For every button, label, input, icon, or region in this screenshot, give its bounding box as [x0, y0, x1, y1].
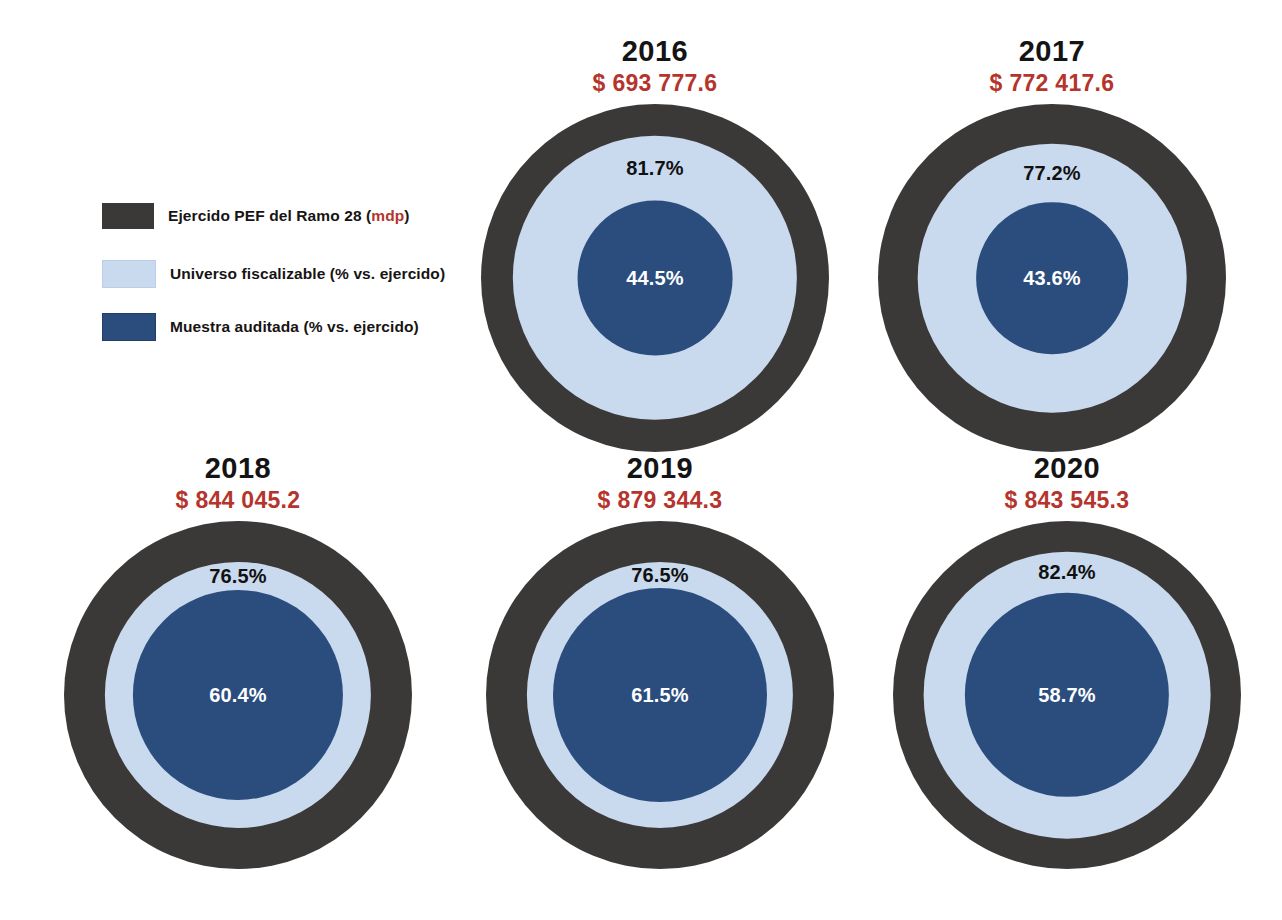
muestra-pct-label: 43.6%: [878, 265, 1226, 291]
chart-year-label: 2016: [481, 34, 829, 68]
muestra-color-swatch: [102, 313, 156, 341]
chart-year-label: 2019: [486, 451, 834, 485]
legend-label-ejercido-unit: mdp: [371, 207, 404, 224]
chart-amount-label: $ 844 045.2: [64, 485, 412, 515]
legend-item-ejercido: Ejercido PEF del Ramo 28 (mdp): [102, 203, 410, 229]
muestra-pct-label: 61.5%: [486, 682, 834, 708]
chart-circles: 82.4% 58.7%: [893, 521, 1241, 869]
universo-pct-label: 76.5%: [64, 563, 412, 589]
chart-circles: 81.7% 44.5%: [481, 104, 829, 452]
muestra-pct-label: 60.4%: [64, 682, 412, 708]
muestra-pct-label: 58.7%: [893, 682, 1241, 708]
legend-label-ejercido: Ejercido PEF del Ramo 28 (mdp): [168, 207, 410, 225]
universo-color-swatch: [102, 260, 156, 288]
universo-pct-label: 76.5%: [486, 562, 834, 588]
universo-pct-label: 82.4%: [893, 559, 1241, 585]
chart-year-label: 2020: [893, 451, 1241, 485]
chart-amount-label: $ 879 344.3: [486, 485, 834, 515]
universo-pct-label: 77.2%: [878, 160, 1226, 186]
year-chart-2020: 2020 $ 843 545.3 82.4% 58.7%: [893, 451, 1241, 869]
year-chart-2017: 2017 $ 772 417.6 77.2% 43.6%: [878, 34, 1226, 452]
legend-label-universo: Universo fiscalizable (% vs. ejercido): [170, 265, 445, 283]
chart-amount-label: $ 693 777.6: [481, 68, 829, 98]
legend-label-ejercido-prefix: Ejercido PEF del Ramo 28 (: [168, 207, 371, 224]
legend-item-universo: Universo fiscalizable (% vs. ejercido): [102, 261, 445, 287]
chart-circles: 77.2% 43.6%: [878, 104, 1226, 452]
chart-amount-label: $ 843 545.3: [893, 485, 1241, 515]
year-chart-2018: 2018 $ 844 045.2 76.5% 60.4%: [64, 451, 412, 869]
legend-label-muestra: Muestra auditada (% vs. ejercido): [170, 318, 419, 336]
year-chart-2016: 2016 $ 693 777.6 81.7% 44.5%: [481, 34, 829, 452]
chart-amount-label: $ 772 417.6: [878, 68, 1226, 98]
chart-year-label: 2018: [64, 451, 412, 485]
ejercido-color-swatch: [102, 203, 154, 229]
chart-circles: 76.5% 60.4%: [64, 521, 412, 869]
legend-label-ejercido-suffix: ): [404, 207, 409, 224]
universo-pct-label: 81.7%: [481, 155, 829, 181]
muestra-pct-label: 44.5%: [481, 265, 829, 291]
legend-item-muestra: Muestra auditada (% vs. ejercido): [102, 314, 419, 340]
year-chart-2019: 2019 $ 879 344.3 76.5% 61.5%: [486, 451, 834, 869]
chart-circles: 76.5% 61.5%: [486, 521, 834, 869]
chart-year-label: 2017: [878, 34, 1226, 68]
